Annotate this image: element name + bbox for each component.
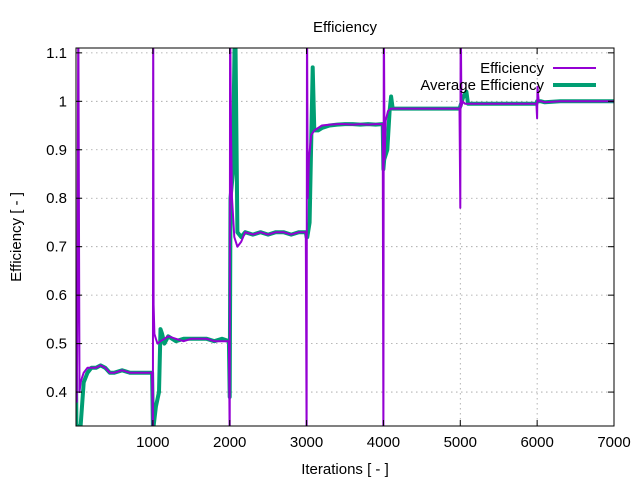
y-tick-label: 0.7 (46, 239, 67, 256)
x-tick-label: 4000 (367, 434, 400, 451)
y-tick-label: 0.4 (46, 384, 67, 401)
x-tick-labels: 1000 2000 3000 4000 5000 6000 7000 (136, 434, 631, 451)
y-axis-title: Efficiency [ - ] (8, 192, 25, 282)
x-tick-label: 3000 (290, 434, 323, 451)
x-axis-title: Iterations [ - ] (301, 461, 389, 478)
legend-label-0: Efficiency (480, 60, 544, 77)
y-tick-label: 1.1 (46, 45, 67, 62)
x-tick-label: 2000 (213, 434, 246, 451)
y-tick-label: 0.6 (46, 287, 67, 304)
y-tick-labels: 0.4 0.5 0.6 0.7 0.8 0.9 1 1.1 (46, 45, 67, 401)
x-tick-label: 5000 (444, 434, 477, 451)
series-line-0 (76, 48, 614, 426)
legend-label-1: Average Efficiency (420, 77, 544, 94)
plot-border (75, 47, 615, 427)
y-tick-label: 1 (59, 93, 67, 110)
y-tick-label: 0.5 (46, 336, 67, 353)
y-tick-label: 0.8 (46, 190, 67, 207)
x-tick-label: 7000 (597, 434, 630, 451)
chart-title: Efficiency (313, 19, 377, 36)
x-tick-label: 1000 (136, 434, 169, 451)
x-tick-label: 6000 (520, 434, 553, 451)
series-layer (76, 48, 614, 426)
tick-marks (76, 48, 615, 426)
y-tick-label: 0.9 (46, 142, 67, 159)
